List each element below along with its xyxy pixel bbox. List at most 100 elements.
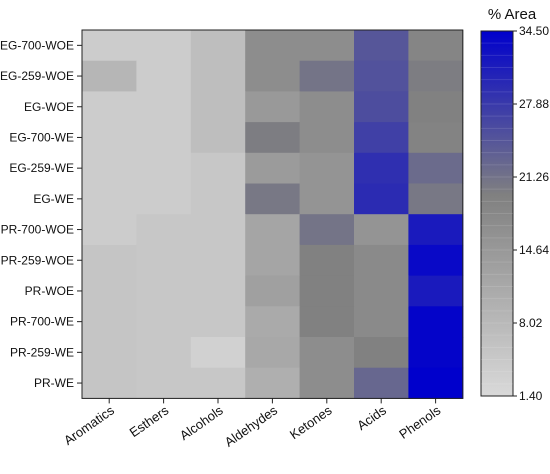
column-label: Phenols [396, 402, 443, 442]
heatmap-cell [136, 60, 192, 92]
heatmap-cell [354, 337, 409, 369]
heatmap-cell [354, 91, 409, 123]
heatmap-cell [299, 367, 355, 399]
heatmap-cell [354, 306, 409, 338]
heatmap-cell [82, 183, 137, 215]
heatmap-cell [82, 91, 137, 123]
heatmap-cell [82, 30, 137, 62]
row-label: EG-WE [33, 192, 74, 206]
heatmap-cell [408, 337, 464, 369]
colorbar-gradient [480, 30, 514, 397]
colorbar-tick-label: 1.40 [519, 389, 543, 403]
heatmap-cell [245, 60, 301, 92]
heatmap-cell [408, 183, 464, 215]
row-label: EG-WOE [24, 100, 74, 114]
row-label: PR-WE [34, 376, 74, 390]
colorbar-tick-label: 34.50 [519, 24, 549, 38]
row-label: PR-700-WOE [1, 223, 74, 237]
heatmap-cell [245, 183, 301, 215]
heatmap-cell [136, 367, 192, 399]
heatmap-cell [245, 91, 301, 123]
heatmap-cell [82, 337, 137, 369]
heatmap-cell [190, 30, 246, 62]
heatmap-cell [245, 152, 301, 184]
heatmap-cell [408, 367, 464, 399]
heatmap-cell [136, 214, 192, 246]
heatmap-cell [136, 244, 192, 277]
heatmap-cell [408, 306, 464, 338]
row-label: EG-700-WE [9, 130, 74, 144]
row-label: PR-WOE [25, 284, 74, 298]
heatmap-cell [408, 214, 464, 246]
heatmap-cell [299, 244, 355, 277]
heatmap-cell [299, 306, 355, 338]
heatmap-cell [354, 122, 409, 154]
heatmap-cell [82, 275, 137, 307]
heatmap-cell [82, 122, 137, 154]
colorbar-tick-label: 21.26 [519, 170, 549, 184]
heatmap-cell [82, 244, 137, 277]
heatmap-cell [245, 337, 301, 369]
heatmap-cell [354, 275, 409, 307]
heatmap-cell [136, 91, 192, 123]
heatmap-cell [190, 91, 246, 123]
heatmap-cell [299, 214, 355, 246]
row-label: EG-259-WOE [0, 69, 74, 83]
heatmap-cell [354, 152, 409, 184]
heatmap-cell [136, 337, 192, 369]
heatmap-cell [354, 244, 409, 277]
heatmap-cell [190, 367, 246, 399]
colorbar-tick-label: 14.64 [519, 243, 549, 257]
heatmap-cell [82, 152, 137, 184]
row-label: PR-259-WE [10, 345, 74, 359]
heatmap-cell [299, 152, 355, 184]
heatmap-cell [190, 275, 246, 307]
heatmap-cell [190, 152, 246, 184]
heatmap-cells [82, 30, 464, 399]
colorbar-tick-label: 8.02 [519, 316, 543, 330]
column-label: Aldehydes [222, 402, 281, 449]
heatmap-cell [408, 122, 464, 154]
heatmap-cell [408, 91, 464, 123]
column-label: Alcohols [177, 402, 226, 443]
heatmap-cell [245, 122, 301, 154]
heatmap-cell [354, 183, 409, 215]
heatmap-cell [245, 214, 301, 246]
column-label: Acids [354, 402, 389, 433]
heatmap-cell [245, 30, 301, 62]
column-label: Esthers [127, 402, 172, 440]
heatmap-cell [299, 30, 355, 62]
heatmap-cell [299, 337, 355, 369]
heatmap-cell [190, 337, 246, 369]
heatmap-cell [245, 244, 301, 277]
colorbar: 34.50 27.88 21.26 14.64 8.02 1.40 [480, 24, 549, 403]
heatmap-cell [136, 306, 192, 338]
heatmap-cell [136, 122, 192, 154]
heatmap-cell [245, 275, 301, 307]
heatmap-cell [82, 214, 137, 246]
heatmap-cell [190, 183, 246, 215]
heatmap-cell [408, 152, 464, 184]
heatmap-cell [354, 214, 409, 246]
heatmap-cell [408, 30, 464, 62]
heatmap-cell [354, 367, 409, 399]
heatmap-cell [299, 60, 355, 92]
heatmap-cell [299, 275, 355, 307]
colorbar-title: % Area [488, 6, 537, 23]
heatmap-cell [299, 183, 355, 215]
heatmap-cell [82, 60, 137, 92]
heatmap-cell [136, 30, 192, 62]
heatmap-cell [136, 183, 192, 215]
heatmap-cell [245, 367, 301, 399]
row-label: EG-259-WE [9, 161, 74, 175]
heatmap-cell [408, 60, 464, 92]
column-label: Aromatics [61, 402, 117, 448]
heatmap-cell [190, 214, 246, 246]
heatmap-cell [354, 60, 409, 92]
heatmap-cell [190, 244, 246, 277]
heatmap-cell [299, 91, 355, 123]
heatmap-cell [408, 275, 464, 307]
column-label: Ketones [287, 402, 335, 442]
